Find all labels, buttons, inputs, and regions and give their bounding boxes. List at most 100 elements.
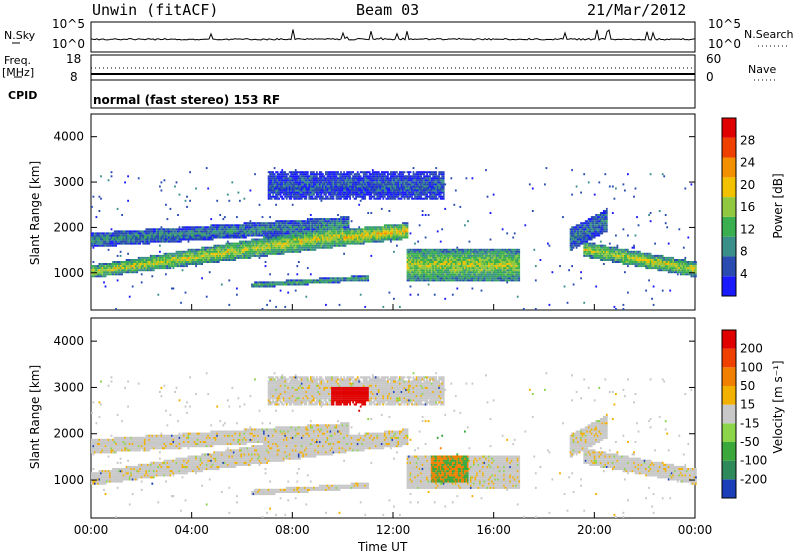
power-cell — [226, 230, 229, 233]
power-cell — [353, 175, 356, 178]
power-cell — [146, 238, 149, 241]
power-cell — [411, 191, 413, 194]
power-cell — [344, 183, 347, 186]
power-cell — [409, 179, 412, 182]
power-cell — [282, 248, 285, 251]
power-cell — [399, 191, 401, 194]
power-cell — [349, 183, 351, 186]
power-cell — [91, 205, 93, 208]
power-cell — [334, 193, 336, 196]
power-cell — [417, 273, 419, 276]
power-cell — [228, 254, 231, 257]
power-cell — [329, 191, 332, 194]
power-cell — [309, 173, 312, 176]
power-cell — [341, 216, 344, 219]
power-cell — [380, 189, 383, 192]
power-cell — [207, 248, 210, 251]
power-cell — [303, 244, 306, 247]
power-cell — [115, 244, 117, 247]
power-cell — [394, 179, 397, 182]
power-cell — [187, 236, 190, 239]
power-cell — [432, 254, 435, 257]
power-cell — [199, 252, 202, 255]
power-cell — [166, 218, 169, 221]
power-cell — [385, 171, 388, 174]
power-cell — [242, 248, 244, 251]
power-cell — [359, 293, 362, 296]
power-cell — [137, 240, 140, 243]
power-cell — [406, 197, 409, 200]
power-cell — [269, 230, 271, 233]
power-cell — [291, 220, 294, 223]
power-cell — [279, 185, 282, 188]
power-cell — [113, 232, 116, 235]
power-cell — [110, 234, 113, 237]
power-cell — [426, 267, 428, 270]
power-cell — [95, 265, 98, 268]
power-cell — [149, 236, 152, 239]
power-cell — [305, 248, 308, 251]
power-cell — [379, 232, 382, 235]
power-cell — [362, 173, 365, 176]
power-cell — [299, 244, 302, 247]
power-cell — [400, 234, 403, 237]
power-cell — [412, 279, 415, 282]
power-cell — [352, 228, 354, 231]
power-cell — [279, 238, 282, 241]
power-cell — [181, 236, 184, 239]
power-cell — [239, 224, 241, 227]
power-cell — [168, 252, 170, 255]
power-cell — [317, 228, 320, 231]
power-cell — [95, 236, 98, 239]
power-cell — [313, 171, 315, 174]
power-cell — [365, 173, 368, 176]
power-cell — [142, 261, 145, 263]
power-cell — [343, 234, 345, 237]
power-cell — [320, 246, 323, 249]
power-cell — [426, 263, 428, 265]
power-cell — [296, 171, 299, 174]
power-cell — [420, 256, 422, 259]
power-cell — [171, 234, 173, 237]
power-cell — [255, 230, 258, 233]
power-cell — [408, 197, 410, 200]
power-cell — [414, 279, 416, 282]
power-cell — [405, 226, 407, 229]
power-cell — [189, 230, 191, 233]
power-cell — [260, 242, 262, 245]
power-cell — [371, 195, 374, 198]
power-cell — [391, 193, 394, 196]
power-cell — [171, 252, 173, 255]
power-cell — [142, 242, 145, 245]
power-cell — [313, 226, 315, 229]
power-cell — [430, 271, 433, 274]
power-cell — [258, 281, 261, 284]
power-cell — [207, 228, 210, 231]
power-cell — [192, 248, 194, 251]
power-cell — [291, 226, 294, 229]
power-cell — [344, 181, 347, 184]
power-cell — [251, 226, 253, 229]
power-cell — [151, 238, 154, 241]
power-cell — [430, 265, 433, 268]
power-cell — [303, 193, 306, 196]
power-cell — [279, 226, 282, 229]
power-cell — [302, 279, 305, 282]
power-cell — [388, 177, 391, 180]
power-cell — [276, 173, 279, 176]
power-cell — [190, 261, 193, 263]
power-cell — [408, 271, 410, 274]
power-cell — [326, 197, 329, 200]
power-cell — [287, 281, 290, 284]
power-cell — [347, 236, 350, 239]
power-cell — [240, 242, 243, 245]
power-cell — [202, 246, 205, 249]
power-cell — [131, 238, 134, 241]
power-cell — [131, 267, 134, 270]
power-cell — [331, 185, 333, 188]
power-cell — [263, 254, 265, 257]
power-cell — [355, 187, 357, 190]
power-cell — [125, 267, 128, 270]
power-cell — [217, 224, 220, 227]
power-cell — [282, 224, 285, 227]
